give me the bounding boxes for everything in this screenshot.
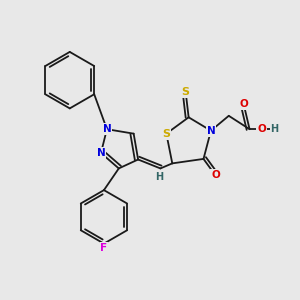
- Text: H: H: [270, 124, 278, 134]
- Text: F: F: [100, 243, 107, 253]
- Text: N: N: [103, 124, 111, 134]
- Text: O: O: [257, 124, 266, 134]
- Text: S: S: [162, 129, 170, 139]
- Text: N: N: [207, 126, 215, 136]
- Text: O: O: [211, 170, 220, 180]
- Text: O: O: [239, 99, 248, 109]
- Text: N: N: [97, 148, 105, 158]
- Text: S: S: [182, 87, 190, 97]
- Text: H: H: [155, 172, 163, 182]
